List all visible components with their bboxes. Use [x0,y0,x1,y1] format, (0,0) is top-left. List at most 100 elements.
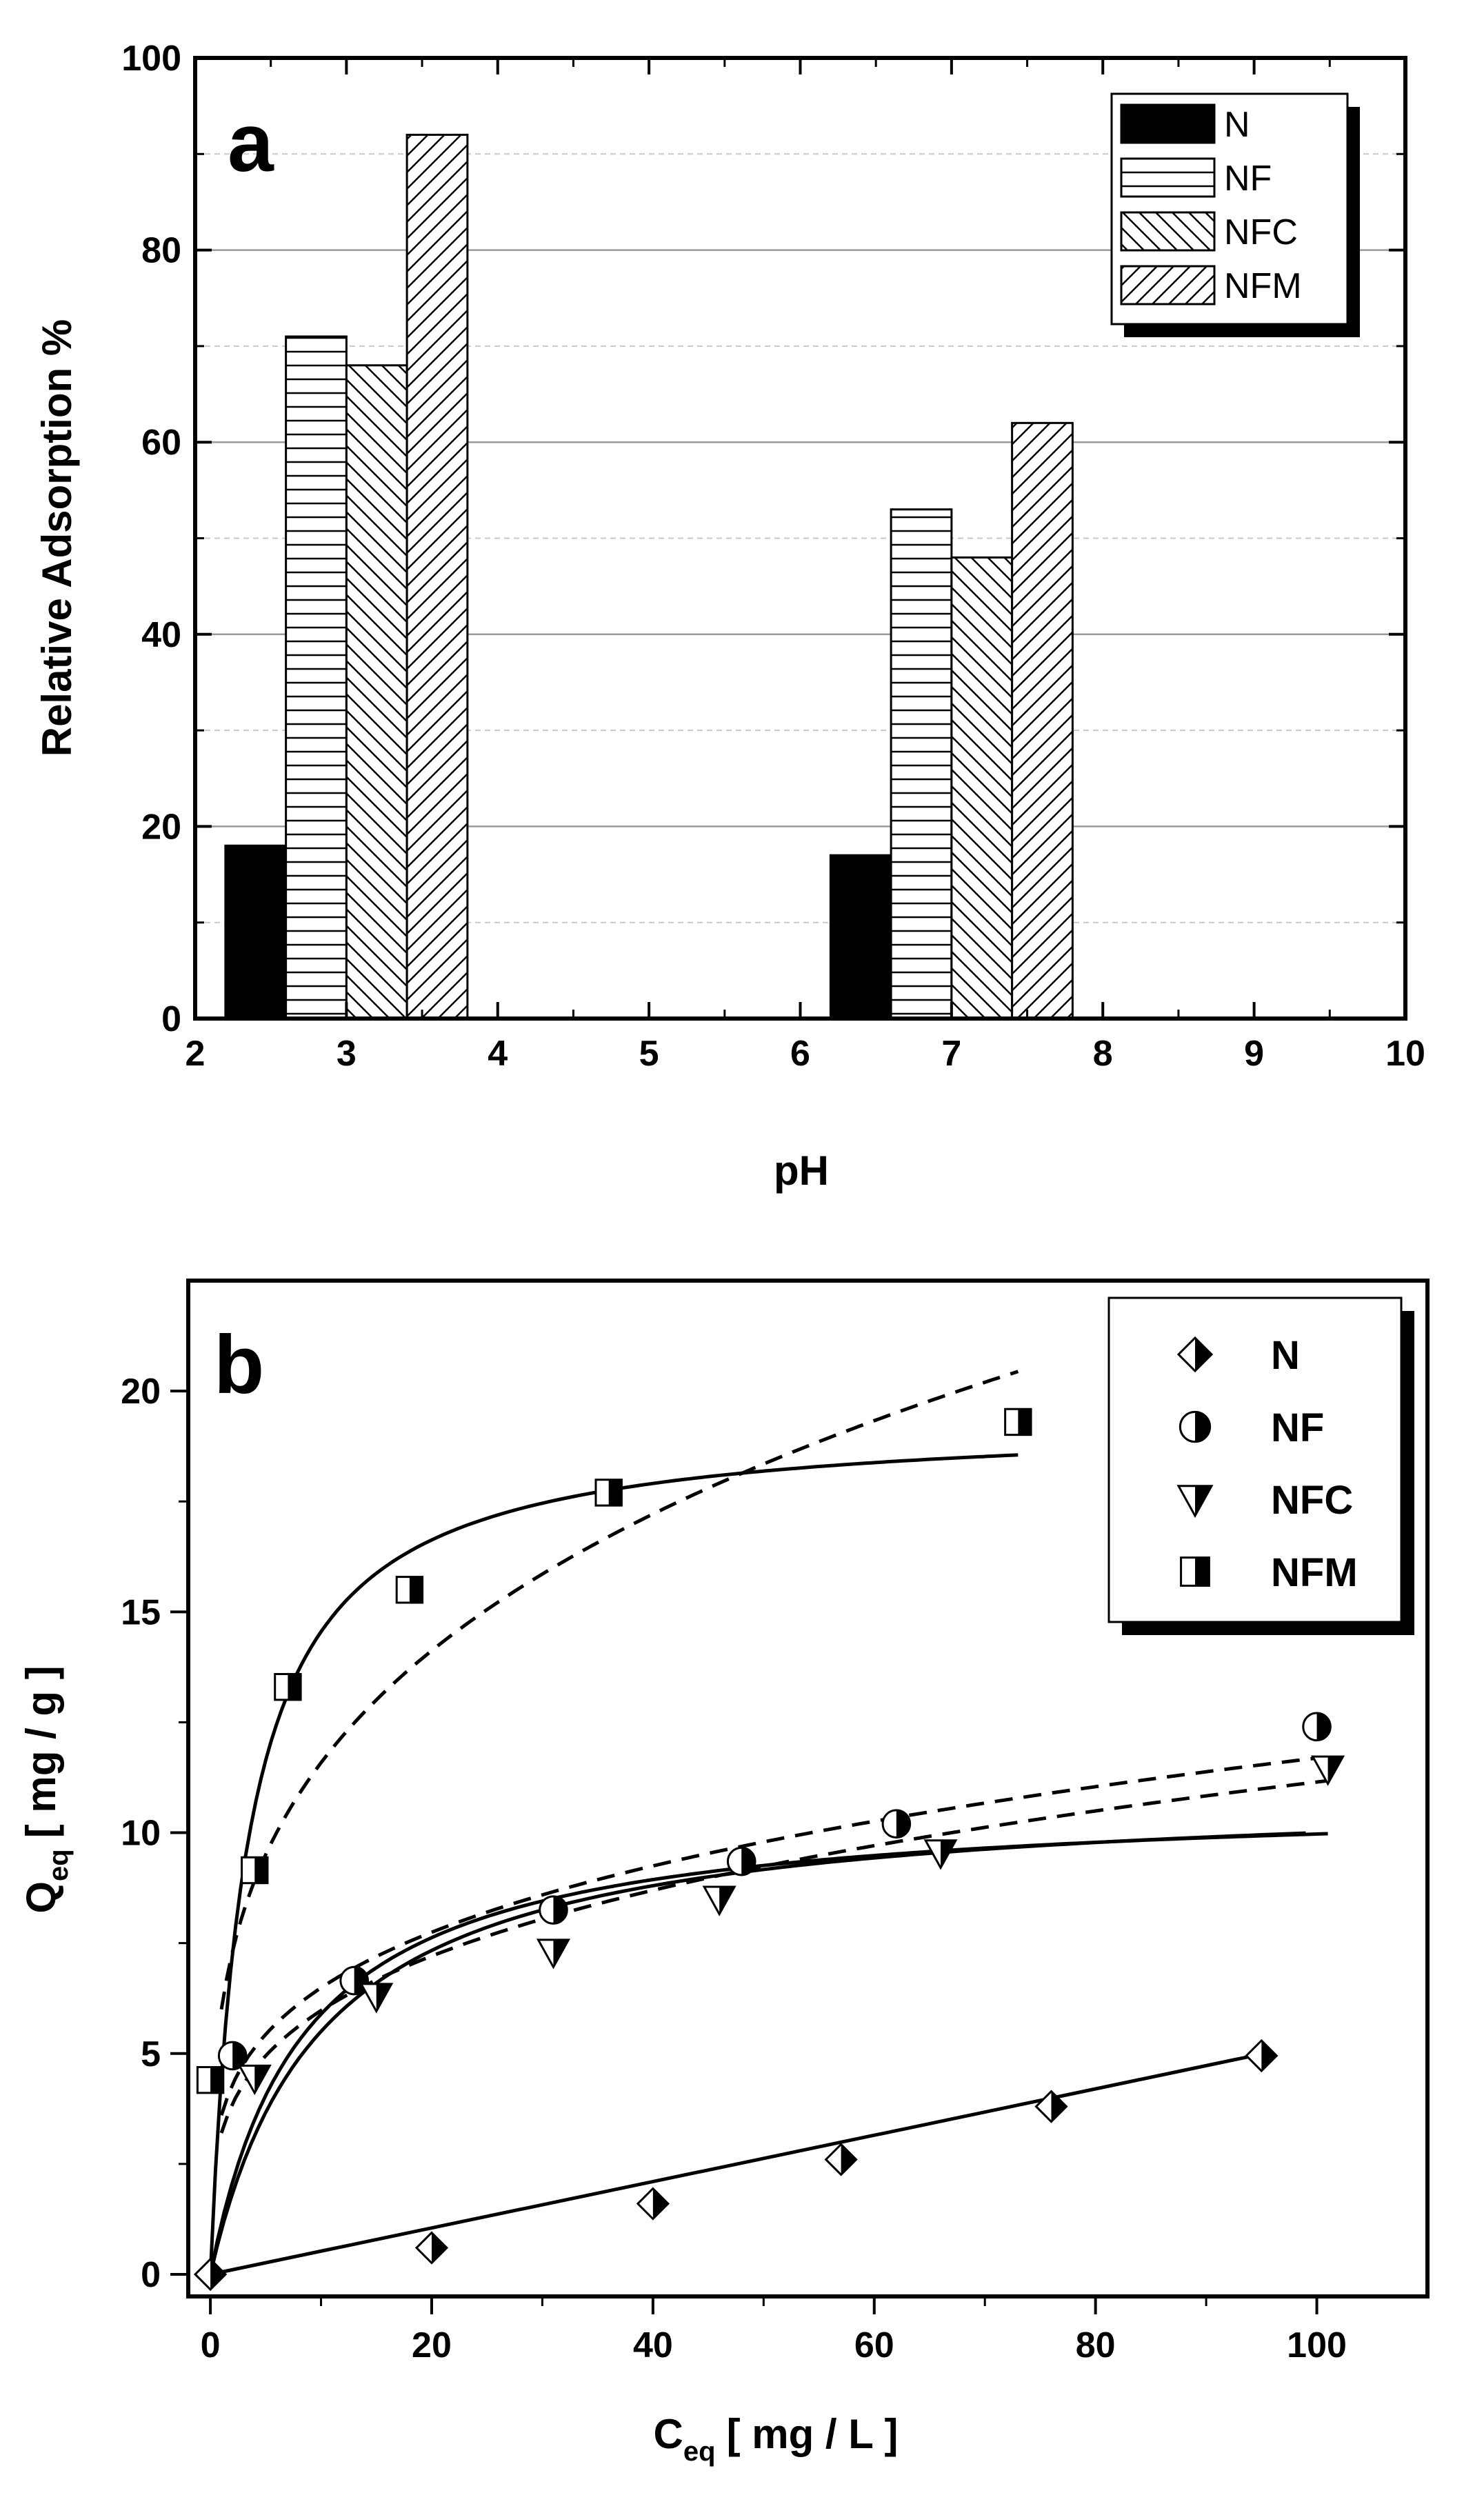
panel-a-x-tick-label: 4 [488,1034,508,1074]
panel-a-y-tick-label: 0 [161,999,181,1039]
panel-a-y-tick-label: 60 [141,423,181,463]
fit-curve-nfm-langmuir [208,1453,1019,2275]
panel-a-y-axis-title: Relative Adsorption % [34,319,80,757]
panel-b-y-axis-title: Qeq[ mg / g ] [18,1665,74,1913]
fit-curve-nfm-freundlich [219,1370,1019,2010]
panel-a-y-tick-label: 40 [141,615,181,655]
point-nfc [702,1885,736,1916]
point-nfc [536,1939,571,1970]
legend-label-nf: NF [1224,159,1272,199]
legend-label-n: N [1271,1333,1300,1378]
panel-b-x-tick-label: 40 [633,2325,673,2365]
point-n [1034,2090,1068,2123]
panel-a-y-tick-labels: 0 20 40 60 80 100 [121,39,181,1039]
point-n [636,2187,670,2221]
bar-n-ph7 [829,854,892,1020]
fit-curve-nfc-langmuir [208,1832,1328,2275]
panel-b-y-tick-label: 15 [121,1592,161,1632]
panel-a-legend: N NF NFC NFM [1110,92,1360,337]
point-nfc [237,2064,272,2096]
panel-b-x-tick-label: 0 [201,2325,221,2365]
fit-curve-nfc-freundlich [219,1779,1328,2134]
panel-a-x-tick-label: 3 [337,1034,357,1074]
panel-a-letter: a [228,97,274,189]
panel-b-x-tick-label: 60 [854,2325,894,2365]
panel-b-y-tick-labels: 0 5 10 15 20 [121,1372,161,2295]
panel-b-ticks [170,1390,1318,2314]
point-nf [539,1895,568,1925]
legend-label-nfc: NFC [1271,1478,1353,1523]
panel-a-y-tick-label: 20 [141,807,181,847]
panel-a-x-tick-label: 5 [639,1034,659,1074]
fit-curve-nf-freundlich [219,1756,1317,2116]
panel-a-bar-chart: 2 3 4 5 6 7 8 9 10 0 20 40 60 80 100 pH Relative Adso… [34,39,1425,1194]
panel-b-y-tick-label: 0 [141,2255,161,2295]
panel-a-bars [224,133,1074,1020]
point-n [193,2257,228,2292]
panel-b-x-axis-title: Ceq[ mg / L ] [654,2411,899,2467]
legend-label-nf: NF [1271,1405,1324,1450]
legend-swatch-nf [1120,157,1216,198]
panel-a-x-tick-label: 6 [790,1034,810,1074]
point-nf [1302,1712,1332,1742]
point-nfm [1004,1408,1032,1436]
fit-curve-n-linear [210,2052,1262,2276]
panel-a-x-tick-label: 10 [1385,1034,1425,1074]
panel-b-y-tick-label: 10 [121,1814,161,1854]
point-nf [726,1846,756,1876]
panel-a-x-tick-labels: 2 3 4 5 6 7 8 9 10 [186,1034,1425,1074]
legend-marker-nf [1179,1410,1212,1443]
bar-nfm-ph7 [1011,421,1074,1020]
panel-a-x-tick-label: 2 [186,1034,205,1074]
point-nfc [359,1983,394,2014]
panel-b-legend: N NF NFC NFM [1107,1296,1414,1635]
point-nf [881,1809,912,1839]
point-nfc [1311,1755,1345,1786]
panel-a-ticks [194,57,1407,1020]
point-nfm [395,1576,424,1604]
legend-swatch-n [1120,103,1216,144]
legend-marker-n [1176,1336,1214,1373]
point-nf [217,2041,248,2071]
panel-b-letter: b [214,1319,264,1411]
panel-b-x-tick-labels: 0 20 40 60 80 100 [201,2325,1347,2365]
legend-label-n: N [1224,105,1250,145]
panel-b-fit-curves [208,1370,1328,2276]
legend-label-nfc: NFC [1224,212,1298,252]
panel-a-x-tick-label: 8 [1093,1034,1113,1074]
bar-nf-ph3 [285,335,348,1020]
point-n [824,2143,858,2176]
fit-curve-nf-langmuir [208,1831,1306,2275]
panel-b-plot-frame [186,1279,1430,2298]
point-nfm [241,1856,269,1885]
panel-a-x-tick-label: 7 [941,1034,961,1074]
bar-nfc-ph3 [345,364,408,1020]
legend-swatch-nfc [1120,211,1216,252]
bar-nf-ph7 [890,508,953,1020]
panel-b-data-points [193,1408,1345,2292]
point-nfm [196,2065,225,2094]
panel-b-x-tick-label: 20 [412,2325,452,2365]
legend-label-nfm: NFM [1224,266,1302,306]
bar-nfm-ph3 [405,133,469,1020]
point-n [414,2231,449,2265]
bar-nfc-ph7 [950,556,1014,1020]
point-n [1245,2039,1279,2073]
bar-n-ph3 [224,844,288,1020]
panel-b-y-tick-label: 20 [121,1372,161,1412]
point-nfc [923,1839,958,1870]
panel-b-x-tick-label: 100 [1287,2325,1347,2365]
point-nfm [594,1479,623,1507]
panel-b-scatter-chart: 0 20 40 60 80 100 0 5 10 15 20 Ceq[ mg / L ] Qeq[… [18,1279,1430,2467]
panel-b-x-tick-label: 80 [1076,2325,1116,2365]
panel-b-legend-box [1107,1296,1403,1623]
legend-marker-nfc [1176,1485,1214,1519]
panel-a-y-tick-label: 100 [121,39,181,79]
legend-swatch-nfm [1120,265,1216,306]
panel-a-x-tick-label: 9 [1244,1034,1264,1074]
panel-a-x-axis-title: pH [774,1148,829,1194]
legend-marker-nfm [1180,1556,1210,1587]
legend-label-nfm: NFM [1271,1550,1358,1595]
point-nfm [274,1673,302,1701]
